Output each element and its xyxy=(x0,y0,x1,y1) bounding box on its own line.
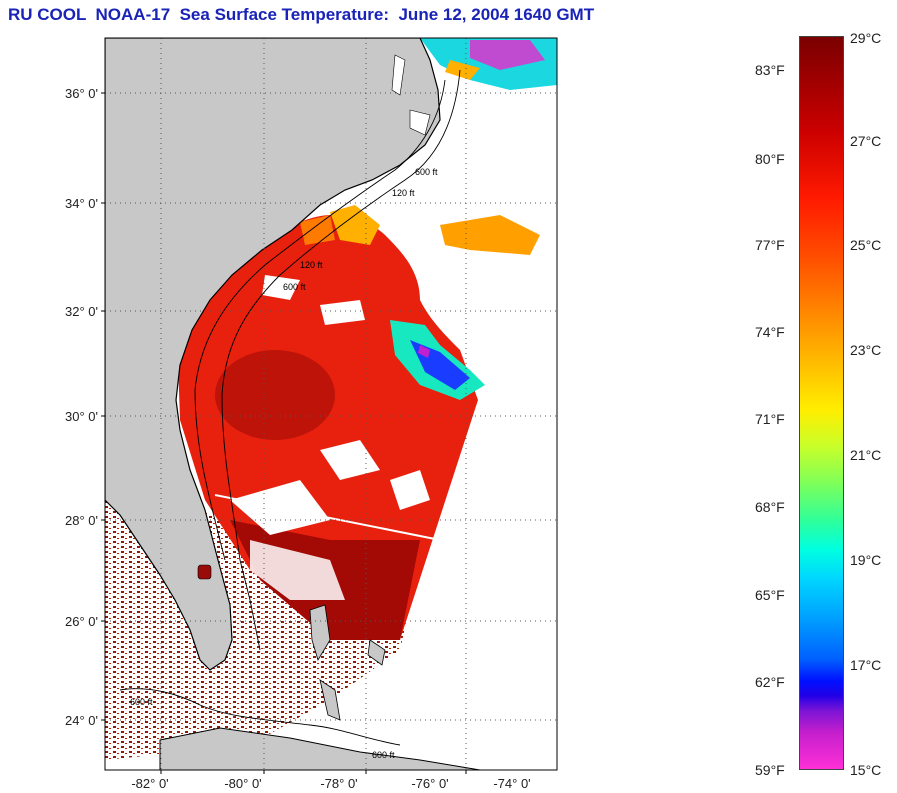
cb-c-23: 23°C xyxy=(850,342,882,358)
contour-label-600-mid: 600 ft xyxy=(283,282,306,292)
lat-label-24: 24° 0' xyxy=(65,713,98,728)
cb-f-77: 77°F xyxy=(755,237,785,253)
contour-label-120-mid: 120 ft xyxy=(300,260,323,270)
cloud-patch-4 xyxy=(250,540,345,600)
lat-label-34: 34° 0' xyxy=(65,196,98,211)
lat-label-36: 36° 0' xyxy=(65,86,98,101)
contour-label-600-east: 600 ft xyxy=(372,750,395,760)
contour-label-600-north: 600 ft xyxy=(415,167,438,177)
sst-coldest-spot xyxy=(418,345,430,358)
cloud-patch-2 xyxy=(320,440,380,480)
tick-marks xyxy=(101,92,467,774)
contour-label-120-north: 120 ft xyxy=(392,188,415,198)
lat-label-26: 26° 0' xyxy=(65,614,98,629)
contour-keys xyxy=(119,688,401,746)
cb-f-74: 74°F xyxy=(755,324,785,340)
lon-label-78: -78° 0' xyxy=(320,776,357,791)
lon-label-74: -74° 0' xyxy=(493,776,530,791)
sst-mid-patch-3 xyxy=(300,215,335,245)
pamlico-sound xyxy=(409,109,431,136)
cb-c-15: 15°C xyxy=(850,762,882,778)
contour-120ft xyxy=(194,79,446,561)
sst-mid-patch-2 xyxy=(440,215,540,255)
cb-c-25: 25°C xyxy=(850,237,882,253)
scan-line xyxy=(214,494,441,541)
cb-c-29: 29°C xyxy=(850,30,882,46)
map-frame xyxy=(104,37,558,771)
cb-f-59: 59°F xyxy=(755,762,785,778)
map-title: RU COOL NOAA-17 Sea Surface Temperature:… xyxy=(8,5,595,24)
contour-600ft xyxy=(221,69,461,651)
cb-c-27: 27°C xyxy=(850,133,882,149)
sst-north-cold xyxy=(470,40,545,70)
cb-f-65: 65°F xyxy=(755,587,785,603)
cb-f-62: 62°F xyxy=(755,674,785,690)
lon-label-76: -76° 0' xyxy=(411,776,448,791)
cb-c-19: 19°C xyxy=(850,552,882,568)
cb-f-71: 71°F xyxy=(755,411,785,427)
lat-label-30: 30° 0' xyxy=(65,409,98,424)
lake-okeechobee xyxy=(197,564,212,580)
lon-label-82: -82° 0' xyxy=(131,776,168,791)
land-us-east-coast xyxy=(105,38,441,671)
cloud-patch-6 xyxy=(262,275,300,300)
cloud-patch-5 xyxy=(320,300,365,325)
lon-label-80: -80° 0' xyxy=(224,776,261,791)
cb-f-80: 80°F xyxy=(755,151,785,167)
sst-mid-patch-1 xyxy=(330,205,380,245)
chesapeake-bay xyxy=(391,54,406,96)
cb-c-17: 17°C xyxy=(850,657,882,673)
sst-north-mid xyxy=(445,60,480,80)
land-cuba xyxy=(159,727,481,770)
cb-f-68: 68°F xyxy=(755,499,785,515)
land-bahamas-1 xyxy=(309,604,331,661)
temperature-colorbar xyxy=(799,36,844,770)
cb-c-21: 21°C xyxy=(850,447,882,463)
lat-label-32: 32° 0' xyxy=(65,304,98,319)
contour-label-600-south: 600 ft xyxy=(130,697,153,707)
cloud-patch-3 xyxy=(390,470,430,510)
grid xyxy=(105,38,557,770)
cb-f-83: 83°F xyxy=(755,62,785,78)
sst-eddy-core xyxy=(215,350,335,440)
lat-label-28: 28° 0' xyxy=(65,513,98,528)
land-bahamas-3 xyxy=(367,639,386,666)
